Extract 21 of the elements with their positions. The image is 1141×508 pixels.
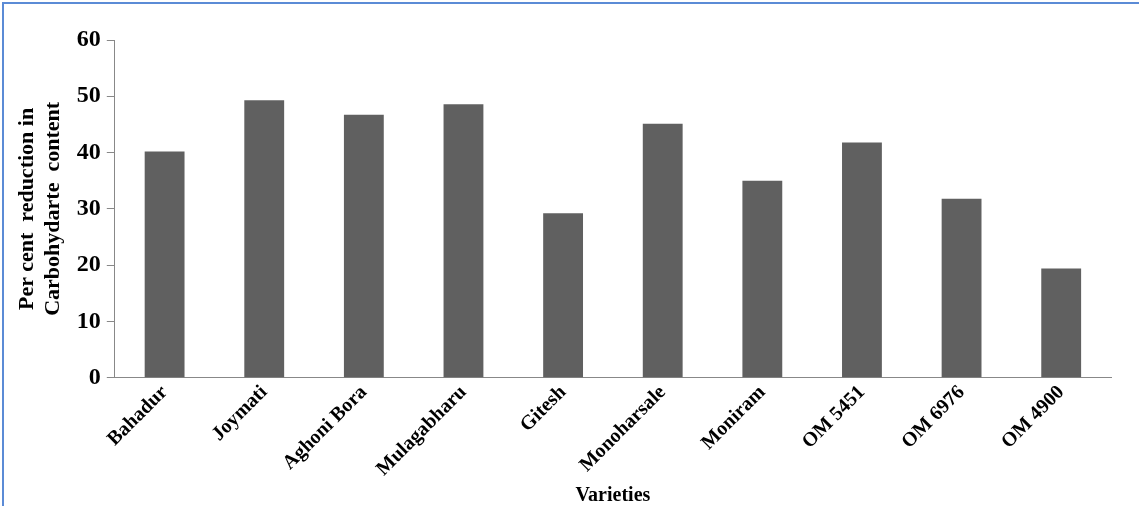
x-tick-label: OM 4900 [995, 380, 1068, 452]
bar [941, 198, 982, 378]
y-axis-title: Per cent reduction in Carbohydarte content [12, 101, 65, 316]
y-tick-label: 50 [76, 81, 101, 108]
bar [742, 180, 783, 378]
y-tick-label: 20 [76, 250, 101, 277]
y-tick-label: 40 [76, 137, 101, 164]
bar [842, 142, 882, 378]
x-axis-title: Varieties [575, 483, 651, 506]
bar [343, 114, 384, 378]
bar [642, 123, 683, 378]
y-tick-label: 60 [76, 25, 101, 52]
y-tick-label: 0 [88, 362, 101, 389]
y-tick-label: 10 [76, 306, 101, 333]
bar [1041, 268, 1082, 378]
bar [543, 213, 584, 378]
x-tick-label: OM 6976 [896, 380, 969, 452]
bar [443, 104, 484, 378]
bar [244, 100, 285, 378]
y-tick-label: 30 [76, 194, 101, 221]
bar [144, 151, 185, 378]
